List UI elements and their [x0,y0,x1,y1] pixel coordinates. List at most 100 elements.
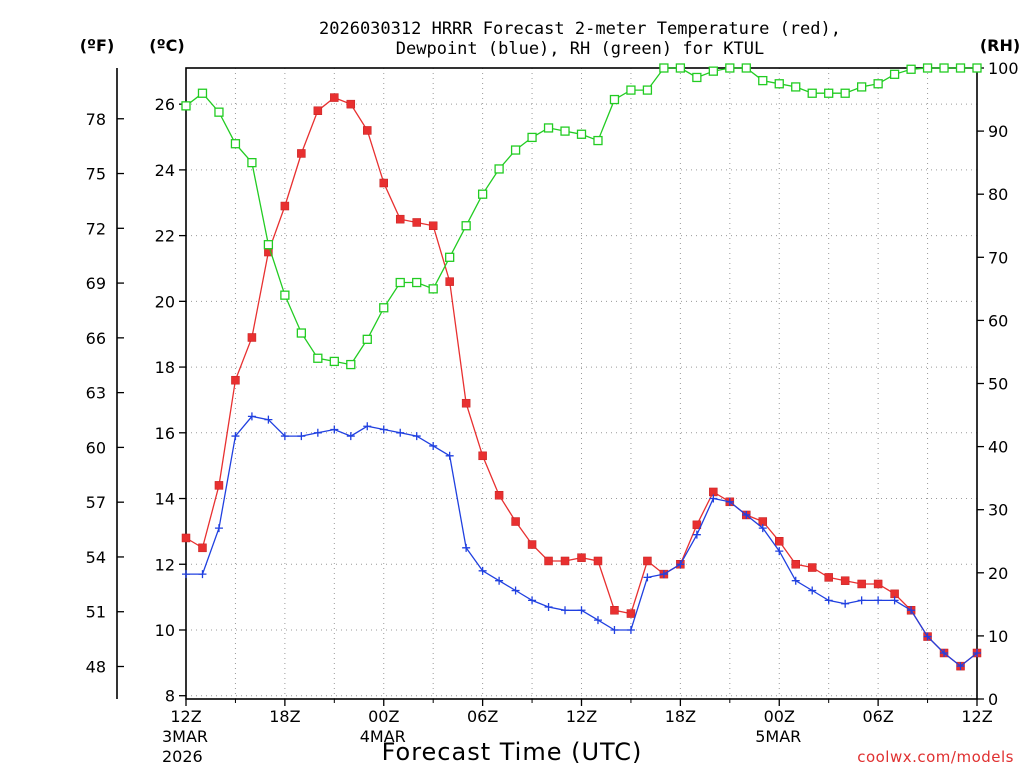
dewpoint-point [890,596,899,605]
rh-tick-label: 90 [988,122,1008,141]
rh-point [527,132,537,143]
temperature-point [791,560,800,569]
dewpoint-point [907,606,916,615]
celsius-tick-label: 8 [165,687,175,706]
rh-point [593,135,603,146]
fahrenheit-tick-label: 66 [86,329,106,348]
rh-point [741,63,751,73]
dewpoint-point [775,547,784,556]
dewpoint-point [429,441,438,450]
dewpoint-point [808,586,817,595]
dewpoint-point [297,432,306,441]
rh-point [477,189,488,199]
rh-point [428,284,438,294]
rh-point [329,356,339,367]
dewpoint-point [313,428,322,437]
fahrenheit-tick-label: 72 [86,219,106,238]
dewpoint-point [973,648,981,657]
rh-point [197,88,208,98]
temperature-point [412,218,421,227]
rh-tick-label: 0 [988,690,998,709]
dewpoint-point [214,524,223,533]
temperature-point [494,490,504,500]
rh-point [824,88,834,98]
dewpoint-point [198,570,207,579]
rh-point [395,277,405,288]
rh-point [379,303,389,313]
x-tick-label: 00Z [764,707,795,726]
x-year-label: 2026 [162,747,203,766]
celsius-tick-label: 14 [155,490,175,509]
fahrenheit-unit-label: (ºF) [80,36,115,55]
rh-series [181,63,982,370]
rh-point [543,123,554,133]
x-tick-label: 00Z [368,707,399,726]
rh-point [840,88,850,98]
temperature-point [280,201,290,211]
dewpoint-point [692,530,701,539]
fahrenheit-tick-label: 54 [86,548,106,567]
axes [116,67,984,706]
x-tick-label: 12Z [566,707,597,726]
dewpoint-point [593,616,602,625]
temperature-point [577,553,586,562]
temperature-point [626,609,636,618]
temperature-point [824,573,833,582]
rh-tick-label: 40 [988,438,1008,457]
x-date-label: 3MAR [162,727,208,746]
temperature-point [461,398,471,408]
rh-tick-label: 30 [988,501,1008,520]
celsius-tick-label: 16 [155,424,175,443]
dewpoint-point [857,596,866,605]
dewpoint-point [824,596,833,605]
rh-point [313,353,323,363]
x-tick-label: 06Z [862,707,893,726]
tick-labels: 8 10 12 14 16 18 20 22 24 26 48 51 54 57 60 63 66 69 72 75 7… [86,59,1019,766]
rh-point [774,79,784,89]
rh-point [873,79,883,89]
temperature-point [363,126,372,135]
dewpoint-point [264,415,273,424]
x-tick-label: 12Z [961,707,992,726]
x-tick-label: 12Z [170,707,201,726]
rh-point [560,126,570,136]
fahrenheit-tick-label: 63 [86,384,106,403]
rh-tick-label: 20 [988,564,1008,583]
dewpoint-point [874,596,883,605]
celsius-unit-label: (ºC) [149,36,184,55]
celsius-tick-label: 18 [155,358,175,377]
dewpoint-point [841,599,850,608]
temperature-point [857,579,866,589]
temperature-point [346,99,356,109]
dewpoint-point [528,596,537,605]
rh-tick-label: 80 [988,185,1008,204]
rh-point [659,63,669,73]
dewpoint-point [511,586,520,595]
temperature-point [544,556,553,566]
fahrenheit-tick-label: 57 [86,493,106,512]
temperature-point [313,106,323,115]
dewpoint-point [940,648,949,657]
rh-point [939,63,949,73]
dewpoint-point [396,428,405,437]
x-tick-label: 06Z [467,707,498,726]
temperature-point [527,540,537,549]
temperature-point [511,517,520,526]
dewpoint-point [478,566,487,575]
temperature-point [379,178,388,188]
dewpoint-point [709,494,718,503]
rh-point [214,107,224,117]
dewpoint-point [412,432,421,441]
celsius-tick-label: 22 [155,227,175,246]
dewpoint-point [182,570,190,579]
dewpoint-point [330,425,339,434]
celsius-tick-label: 26 [155,95,175,114]
celsius-tick-label: 24 [155,161,175,180]
credit-text: coolwx.com/models [857,748,1014,766]
temperature-point [428,221,438,230]
rh-line [185,67,977,366]
fahrenheit-tick-label: 60 [86,438,106,457]
fahrenheit-tick-label: 78 [86,110,106,129]
dewpoint-point [445,451,454,460]
